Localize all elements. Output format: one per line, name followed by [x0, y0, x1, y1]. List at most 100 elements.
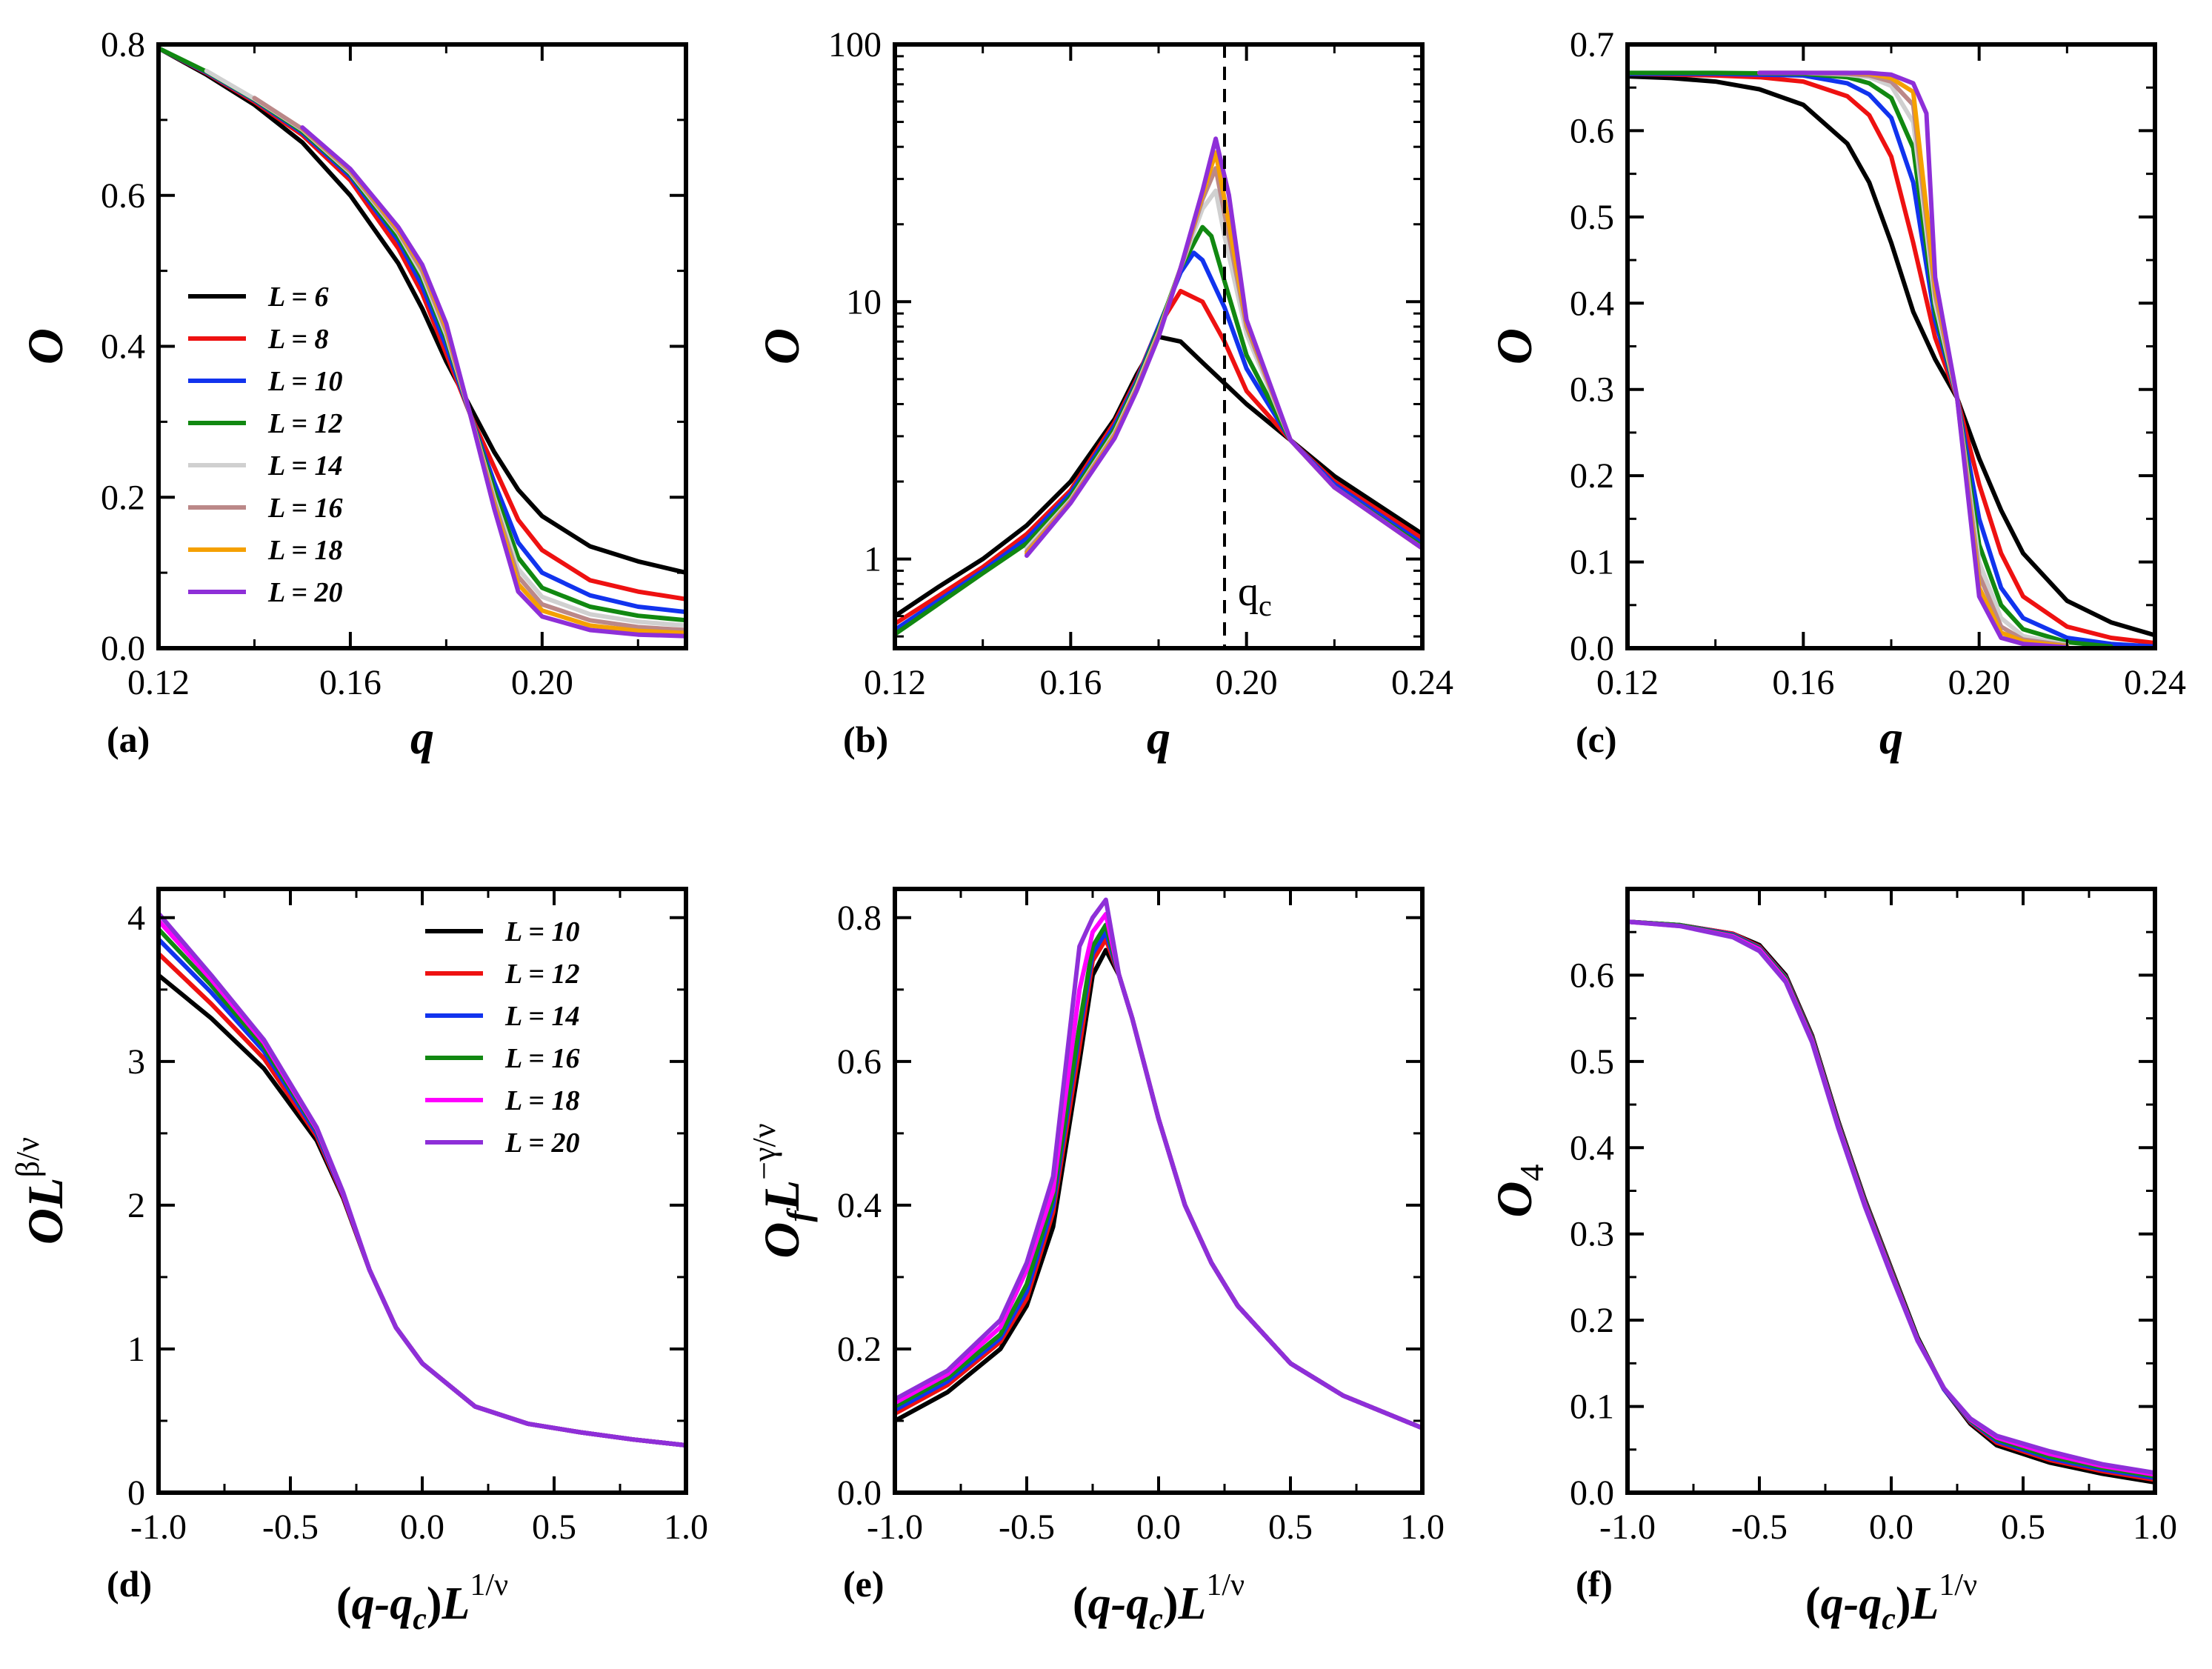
y-tick-label: 0.4 [101, 327, 145, 367]
y-tick-label: 0.2 [837, 1330, 882, 1369]
series-group [159, 911, 686, 1448]
y-tick-label: 0.2 [101, 478, 145, 517]
panel-b: qc 0.12 0.16 0.20 0.24 1 10 100 (b) q O [753, 25, 1453, 764]
panel-a: 0.12 0.16 0.200.00.20.40.60.8(a) qOL = 6L =… [17, 25, 688, 764]
series-line-l20 [1025, 136, 1422, 559]
series-line-l10 [159, 973, 686, 1448]
y-axis: 1 10 100 [828, 25, 1422, 638]
series-line-l16 [1628, 919, 2155, 1479]
y-tick-label: 0.3 [1570, 370, 1614, 410]
panel-label: (a) [107, 719, 150, 760]
y-axis-label: O [17, 328, 73, 364]
qc-annotation: qc [1238, 569, 1272, 622]
legend-label: L = 10 [267, 366, 342, 397]
legend-label: L = 18 [267, 535, 342, 566]
y-tick-label: 0.4 [1570, 284, 1614, 323]
panel-d: -1.0 -0.5 0.0 0.5 1.0 0 1 2 3 4 (d) (q-qc)L1/ν OLβ/ν… [10, 887, 708, 1636]
x-tick-label: 1.0 [2133, 1508, 2177, 1547]
legend-label: L = 14 [267, 450, 342, 482]
x-tick-label: 0.20 [1948, 663, 2011, 702]
x-tick-label: 1.0 [664, 1508, 708, 1547]
x-tick-label: 0.0 [1136, 1508, 1181, 1547]
x-tick-label: 0.20 [511, 663, 573, 702]
series-line-l20 [159, 911, 686, 1448]
series-line-l6 [159, 46, 686, 576]
y-axis-label: O [1486, 328, 1542, 364]
y-tick-label: 0.1 [1570, 543, 1614, 582]
y-tick-label: 0.2 [1570, 1301, 1614, 1340]
series-group [895, 897, 1422, 1430]
plot-frame [893, 887, 1425, 1495]
x-tick-label: 0.12 [1596, 663, 1659, 702]
panel-label: (e) [843, 1563, 885, 1605]
series-group [895, 136, 1422, 637]
series-line-l12 [1628, 919, 2155, 1482]
y-axis-label: OfL−γ/ν [746, 1123, 818, 1258]
x-tick-label: 0.5 [1268, 1508, 1313, 1547]
series-line-l20 [1628, 919, 2155, 1476]
y-tick-label: 0.2 [1570, 456, 1614, 496]
legend-label: L = 20 [504, 1127, 579, 1159]
series-line-l12 [159, 951, 686, 1448]
y-tick-label: 0.8 [101, 25, 145, 64]
x-tick-label: 0.24 [1391, 663, 1453, 702]
y-tick-label: 100 [828, 25, 882, 64]
series-line-l20 [1757, 70, 2070, 648]
panel-label: (f) [1576, 1563, 1613, 1605]
x-tick-label: 0.5 [532, 1508, 576, 1547]
y-axis: 0 1 2 3 4 [127, 899, 686, 1513]
y-tick-label: 0.0 [101, 629, 145, 668]
x-axis: 0.12 0.16 0.20 [127, 44, 639, 702]
series-line-l18 [1628, 919, 2155, 1477]
x-tick-label: 0.20 [1216, 663, 1278, 702]
x-axis: 0.12 0.16 0.20 0.24 [1596, 44, 2186, 702]
x-tick-label: 1.0 [1400, 1508, 1445, 1547]
plot-frame [893, 42, 1425, 650]
x-axis: -1.0 -0.5 0.0 0.5 1.0 [867, 889, 1445, 1547]
y-tick-label: 0.0 [837, 1473, 882, 1513]
x-axis: -1.0 -0.5 0.0 0.5 1.0 [130, 889, 708, 1547]
series-line-l8 [159, 46, 686, 602]
series-group [159, 46, 686, 639]
series-line-l20 [300, 125, 686, 639]
y-tick-label: 0.5 [1570, 198, 1614, 237]
series-line-l6 [1628, 74, 2155, 638]
legend-label: L = 16 [504, 1043, 579, 1074]
series-group [1628, 70, 2155, 648]
plot-frame [1625, 42, 2157, 650]
y-tick-label: 0.6 [1570, 111, 1614, 150]
y-axis: 0.0 0.1 0.2 0.3 0.4 0.5 0.6 0.7 [1570, 25, 2155, 668]
y-tick-label: 0.8 [837, 899, 882, 938]
panel-label: (b) [843, 719, 888, 760]
legend-label: L = 12 [504, 959, 579, 990]
x-axis-label: (q-qc)L1/ν [1805, 1568, 1977, 1636]
legend-label: L = 18 [504, 1085, 579, 1116]
series-line-l10 [159, 46, 686, 615]
series-line-l10 [1628, 919, 2155, 1485]
panel-c: 0.12 0.16 0.20 0.24 0.0 0.1 0.2 0.3 0.4 0.5 0.6 0.7… [1486, 25, 2186, 764]
x-axis-label: (q-qc)L1/ν [1073, 1568, 1245, 1636]
y-tick-label: 10 [846, 282, 882, 322]
x-tick-label: 0.12 [127, 663, 190, 702]
y-tick-label: 0.1 [1570, 1387, 1614, 1427]
panel-label: (d) [107, 1563, 152, 1605]
x-tick-label: -0.5 [262, 1508, 319, 1547]
y-tick-label: 3 [127, 1042, 145, 1082]
legend-label: L = 8 [267, 324, 328, 355]
x-tick-label: 0.0 [400, 1508, 444, 1547]
x-tick-label: 0.24 [2124, 663, 2186, 702]
series-line-l14 [1628, 919, 2155, 1481]
y-tick-label: 0.6 [101, 176, 145, 216]
y-tick-label: 1 [864, 540, 882, 579]
legend-label: L = 12 [267, 408, 342, 439]
x-tick-label: 0.16 [1772, 663, 1834, 702]
y-axis-label: OLβ/ν [10, 1137, 73, 1245]
series-line-l18 [159, 918, 686, 1448]
x-tick-label: -0.5 [999, 1508, 1055, 1547]
y-tick-label: 1 [127, 1330, 145, 1369]
series-line-l12 [1628, 70, 2113, 648]
x-tick-label: -1.0 [1599, 1508, 1656, 1547]
x-tick-label: 0.5 [2001, 1508, 2045, 1547]
y-axis: 0.0 0.2 0.4 0.6 0.8 [837, 899, 1422, 1513]
